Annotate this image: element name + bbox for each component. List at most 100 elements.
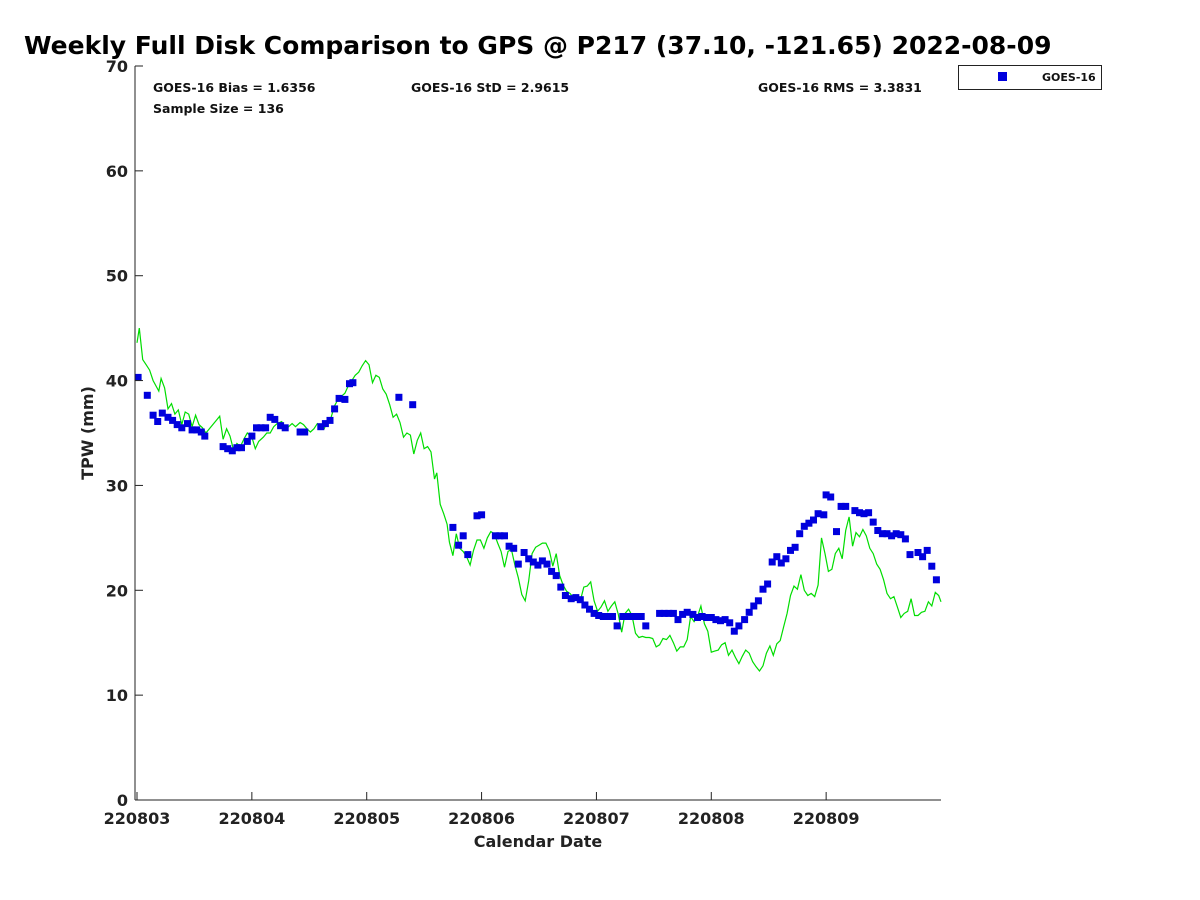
goes16-point	[224, 445, 232, 453]
std-stat: GOES-16 StD = 2.9615	[411, 80, 569, 95]
goes16-point	[628, 613, 636, 620]
goes16-point	[623, 613, 631, 620]
x-axis-title: Calendar Date	[474, 832, 603, 851]
goes16-point	[595, 612, 603, 619]
y-tick-label: 40	[106, 372, 128, 391]
goes16-point	[188, 426, 196, 434]
goes16-point	[449, 523, 457, 531]
goes16-point	[326, 416, 334, 424]
goes16-point	[534, 561, 542, 569]
goes16-point	[726, 619, 734, 627]
goes16-point	[349, 379, 357, 387]
goes16-point	[782, 555, 790, 563]
goes16-point	[750, 602, 758, 610]
goes16-point	[860, 510, 868, 518]
goes16-point	[164, 413, 172, 421]
goes16-point	[281, 424, 289, 432]
goes16-point	[455, 541, 463, 549]
goes16-point	[856, 509, 863, 517]
goes16-point	[158, 409, 166, 417]
goes16-point	[800, 522, 808, 530]
goes16-point	[238, 444, 245, 452]
goes16-point	[820, 511, 828, 519]
goes16-point	[707, 614, 715, 621]
goes16-point	[694, 614, 701, 621]
goes16-point	[501, 532, 508, 540]
goes16-point	[253, 424, 260, 432]
goes16-point	[473, 512, 481, 520]
goes16-point	[888, 532, 896, 540]
goes16-point	[173, 421, 181, 429]
goes16-point	[656, 609, 664, 617]
goes16-point	[520, 549, 528, 556]
goes16-point	[865, 509, 873, 517]
legend-marker	[998, 72, 1007, 81]
goes16-point	[505, 542, 513, 550]
goes16-point	[149, 411, 157, 419]
y-tick-label: 20	[106, 581, 128, 600]
bias-stat: GOES-16 Bias = 1.6356	[153, 80, 316, 95]
goes16-point	[759, 585, 767, 593]
y-tick-label: 60	[106, 162, 128, 181]
goes16-point	[901, 535, 909, 543]
goes16-point	[787, 546, 794, 554]
x-tick-label: 220806	[448, 809, 515, 828]
goes16-point	[791, 543, 799, 551]
goes16-point	[730, 627, 738, 635]
goes16-point	[874, 527, 882, 534]
goes16-point	[914, 549, 922, 556]
goes16-point	[777, 559, 785, 567]
goes16-point	[679, 610, 687, 618]
goes16-point	[248, 432, 256, 440]
goes16-point	[869, 518, 877, 526]
goes16-point	[341, 395, 349, 403]
sample-size-stat: Sample Size = 136	[153, 101, 284, 116]
goes16-point	[572, 594, 580, 602]
goes16-point	[538, 557, 546, 565]
goes16-point	[665, 609, 673, 617]
goes16-point	[514, 560, 522, 568]
goes16-point	[552, 572, 560, 580]
goes16-point	[689, 610, 697, 618]
goes16-point	[764, 580, 772, 588]
y-tick-label: 30	[106, 476, 128, 495]
chart-title: Weekly Full Disk Comparison to GPS @ P21…	[24, 31, 1051, 60]
goes16-point	[932, 576, 940, 584]
goes16-point	[184, 420, 191, 428]
goes16-point	[906, 551, 914, 559]
legend: GOES-16	[958, 65, 1102, 90]
goes16-point	[683, 608, 691, 616]
goes16-marker-layer	[134, 373, 940, 635]
goes16-point	[897, 531, 905, 539]
goes16-point	[409, 401, 417, 409]
goes16-point	[331, 405, 339, 413]
goes16-point	[197, 428, 205, 436]
x-axis-ticks: 220803 220804 220805 220806 220807 220808 2208…	[104, 792, 860, 828]
goes16-point	[510, 544, 518, 552]
goes16-point	[296, 428, 304, 436]
goes16-point	[525, 555, 533, 563]
x-tick-label: 220808	[678, 809, 745, 828]
goes16-point	[459, 532, 467, 540]
goes16-point	[193, 426, 201, 434]
goes16-point	[721, 616, 729, 624]
goes16-point	[317, 423, 325, 431]
goes16-point	[837, 502, 845, 510]
goes16-point	[335, 394, 343, 402]
goes16-point	[301, 428, 309, 436]
x-tick-label: 220805	[333, 809, 400, 828]
x-tick-label: 220807	[563, 809, 630, 828]
goes16-point	[928, 562, 936, 570]
goes16-point	[814, 510, 822, 518]
comparison-line-layer	[136, 328, 942, 673]
goes16-point	[805, 519, 813, 527]
y-tick-label: 10	[106, 686, 128, 705]
goes16-point	[669, 609, 677, 617]
x-tick-label: 220804	[218, 809, 285, 828]
x-tick-label: 220809	[793, 809, 860, 828]
goes16-point	[851, 507, 859, 515]
goes16-point	[169, 416, 177, 424]
goes16-point	[243, 437, 251, 445]
goes16-point	[228, 447, 236, 455]
